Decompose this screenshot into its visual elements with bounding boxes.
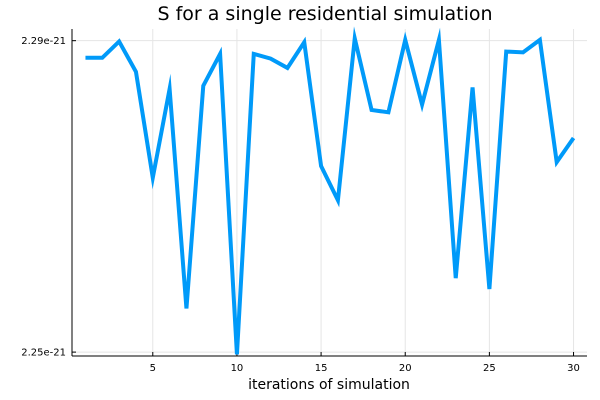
data-point (572, 136, 576, 140)
data-point (437, 38, 441, 42)
data-point (353, 36, 357, 40)
x-tick-label: 25 (483, 363, 496, 374)
data-point (471, 85, 475, 89)
data-point (184, 307, 188, 311)
data-point (420, 103, 424, 107)
data-point (100, 56, 104, 60)
data-point (151, 176, 155, 180)
data-point (269, 57, 273, 61)
data-point (555, 160, 559, 164)
x-tick-label: 5 (150, 363, 156, 374)
data-point (201, 84, 205, 88)
data-point (370, 108, 374, 112)
data-point (454, 276, 458, 280)
data-point (218, 52, 222, 56)
axis-ticks: 5 10 15 20 25 30 2.25e-21 2.29e-21 (21, 36, 580, 374)
x-axis-label: iterations of simulation (248, 377, 410, 393)
data-point (319, 164, 323, 168)
x-tick-label: 30 (567, 363, 580, 374)
y-tick-label: 2.29e-21 (21, 36, 66, 47)
chart-title: S for a single residential simulation (157, 3, 492, 25)
data-point (336, 198, 340, 202)
x-tick-label: 10 (231, 363, 244, 374)
data-point (117, 39, 121, 43)
series-layer (83, 26, 576, 356)
data-point (487, 287, 491, 291)
data-point (235, 352, 239, 356)
x-tick-label: 15 (315, 363, 328, 374)
y-tick-label: 2.25e-21 (21, 348, 66, 359)
data-point (302, 40, 306, 44)
data-point (538, 38, 542, 42)
series-line (85, 26, 576, 355)
data-point (521, 50, 525, 54)
data-point (168, 87, 172, 91)
data-point (386, 110, 390, 114)
data-point (403, 38, 407, 42)
data-point (504, 50, 508, 54)
data-point (83, 56, 87, 60)
data-point (134, 70, 138, 74)
grid-lines (72, 29, 587, 356)
x-tick-label: 20 (399, 363, 412, 374)
data-point (285, 66, 289, 70)
data-point (252, 52, 256, 56)
